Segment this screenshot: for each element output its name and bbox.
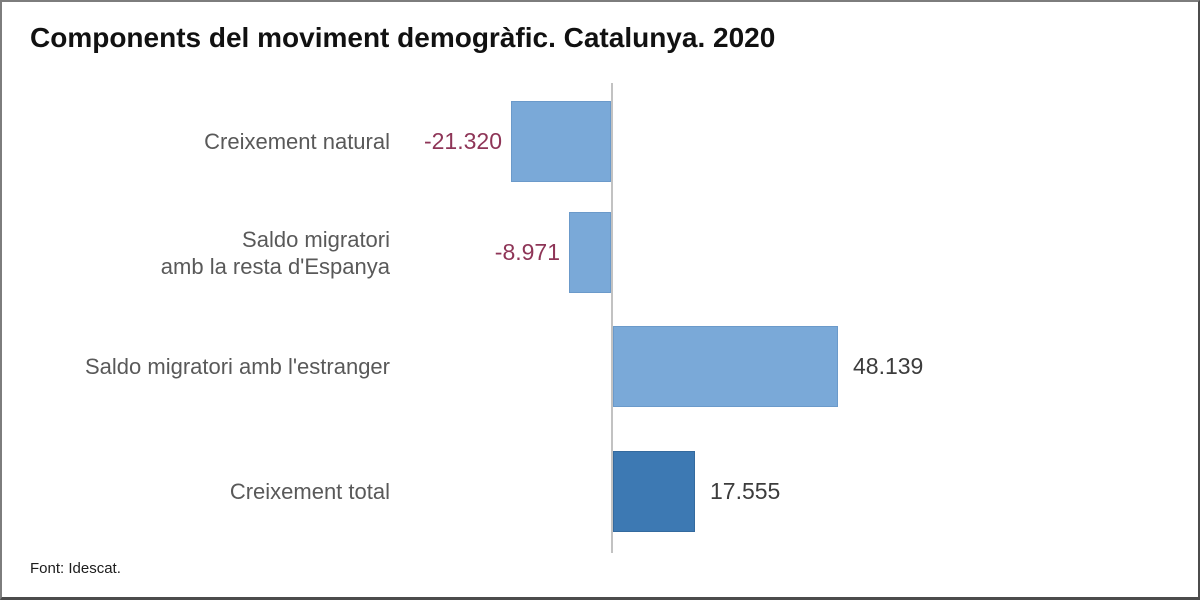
bar-saldo-migratori-estranger <box>613 326 838 407</box>
chart-title: Components del moviment demogràfic. Cata… <box>30 22 776 53</box>
value-label-creixement-natural: -21.320 <box>423 128 502 154</box>
category-label-creixement-natural: Creixement natural <box>204 129 390 154</box>
value-label-saldo-migratori-espanya: -8.971 <box>494 239 560 265</box>
category-label-creixement-total: Creixement total <box>229 479 390 504</box>
category-label-saldo-migratori-espanya: Saldo migratori amb la resta d'Espanya <box>160 226 390 279</box>
value-label-saldo-migratori-estranger: 48.139 <box>853 353 924 379</box>
zero-axis-line <box>611 83 613 553</box>
bar-saldo-migratori-espanya <box>569 212 611 293</box>
category-label-saldo-migratori-estranger: Saldo migratori amb l'estranger <box>84 354 390 379</box>
source-note: Font: Idescat. <box>30 560 121 577</box>
bar-creixement-total <box>613 451 695 532</box>
bar-creixement-natural <box>511 101 611 182</box>
value-label-creixement-total: 17.555 <box>710 478 781 504</box>
